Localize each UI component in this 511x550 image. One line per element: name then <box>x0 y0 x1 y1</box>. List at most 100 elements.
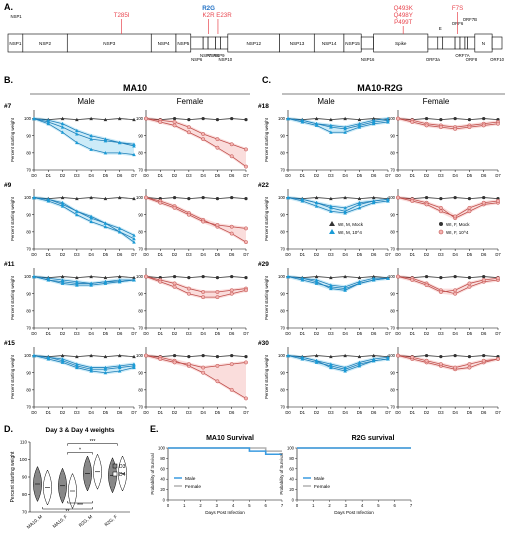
x-tick-label: D0 <box>285 410 291 415</box>
infected-marker <box>158 120 163 124</box>
infected-marker <box>144 195 148 200</box>
mock-marker <box>453 274 457 279</box>
x-tick-label: D2 <box>424 252 430 257</box>
infected-marker <box>438 362 443 367</box>
infected-marker <box>186 291 191 296</box>
infected-marker <box>300 276 305 280</box>
mock-marker <box>172 353 177 358</box>
infected-range-band <box>34 353 134 375</box>
infected-marker <box>46 120 51 124</box>
infected-marker <box>103 367 108 371</box>
gene-label: NSP12 <box>246 41 261 46</box>
weight-panel-ma10-female: 70 80 90 100 D0 D1 D2 D3 D4 D5 D6 D7 <box>136 347 249 415</box>
sex-label-ma10-male: Male <box>77 97 95 106</box>
infected-marker <box>215 295 220 300</box>
mock-marker <box>482 195 486 200</box>
x-tick-label: D3 <box>438 252 444 257</box>
y-tick-label: 100 <box>388 353 396 358</box>
infected-marker <box>244 396 248 401</box>
infected-range-band <box>288 274 388 292</box>
x-tick-label: D0 <box>31 331 37 336</box>
x-tick-label: D2 <box>172 331 178 336</box>
infected-marker <box>103 279 108 284</box>
infected-marker <box>343 130 347 134</box>
infected-marker <box>132 365 136 370</box>
infected-marker <box>424 358 429 363</box>
mock-marker <box>467 197 472 201</box>
infected-marker <box>89 133 93 138</box>
survival-line-male <box>168 447 282 456</box>
x-tick-label: D3 <box>74 173 80 178</box>
x-tick-label: D3 <box>74 331 80 336</box>
mock-marker <box>187 197 191 201</box>
x-tick-label: 4 <box>232 503 235 508</box>
x-tick-label: D2 <box>60 410 66 415</box>
infected-marker <box>60 200 65 205</box>
mock-marker <box>187 276 191 280</box>
y-axis-label: Percent starting weight <box>10 354 15 399</box>
weight-panel-r2g-male: #18 Percent starting weight 70 80 90 100 D0 D1 D… <box>258 103 391 178</box>
infected-series-line <box>33 355 135 368</box>
weight-panel-ma10-male: #7 Percent starting weight 70 80 90 100 D0 D1 D2… <box>4 103 137 178</box>
legend-r2g-female: WI, F, Mock WI, F, 10^4 <box>438 222 470 235</box>
infected-marker <box>343 127 347 131</box>
mock-marker <box>439 118 443 122</box>
mutation-label: T285I <box>114 12 130 19</box>
y-tick-label: 70 <box>138 247 143 252</box>
infected-marker <box>201 370 206 375</box>
infected-marker <box>186 212 191 217</box>
y-tick-label: 100 <box>19 457 27 462</box>
infected-marker <box>46 278 51 282</box>
legend-label: Female <box>185 484 201 490</box>
x-tick-label: D0 <box>285 173 291 178</box>
mock-marker <box>230 274 234 279</box>
infected-series-line <box>397 355 499 368</box>
infected-range-band <box>288 353 388 373</box>
mock-marker <box>230 353 234 358</box>
infected-marker <box>329 286 333 291</box>
x-tick-label: D7 <box>131 252 137 257</box>
x-tick-label: D4 <box>452 331 458 336</box>
x-tick-label: D7 <box>495 252 501 257</box>
x-tick-label: D4 <box>88 331 94 336</box>
gene-label: NSP2 <box>39 41 51 46</box>
mouse-line-label: #22 <box>258 182 269 189</box>
y-tick-label: 80 <box>390 150 395 155</box>
infected-marker <box>60 204 65 208</box>
y-tick-label: 70 <box>280 247 285 252</box>
infected-marker <box>201 132 206 136</box>
infected-marker <box>60 357 65 361</box>
infected-marker <box>329 204 333 208</box>
infected-marker <box>300 199 305 203</box>
infected-marker <box>89 283 93 287</box>
infected-marker <box>371 118 376 122</box>
infected-marker <box>89 214 93 218</box>
infected-marker <box>144 274 148 279</box>
genome-map: NSP1 NSP2 NSP3 NSP4 NSP5 NSP12 NSP13 NSP14 NSP15… <box>7 5 505 62</box>
legend-label: Female <box>314 484 330 490</box>
gene-label: NSP3 <box>103 41 115 46</box>
infected-marker <box>286 274 290 279</box>
mutation-label: K2R <box>203 12 216 19</box>
y-tick-label: 70 <box>26 247 31 252</box>
infected-marker <box>329 123 333 127</box>
x-tick-label: D0 <box>285 252 291 257</box>
x-tick-label: 3 <box>345 503 348 508</box>
infected-marker <box>172 120 177 124</box>
infected-marker <box>300 118 305 122</box>
mock-marker <box>482 116 486 121</box>
infected-marker <box>215 145 220 150</box>
infected-marker <box>481 200 486 205</box>
infected-marker <box>132 142 136 146</box>
infected-marker <box>75 212 79 217</box>
infected-marker <box>103 139 108 143</box>
panel-d-title: Day 3 & Day 4 weights <box>46 427 115 434</box>
gene-label: NSP4 <box>158 41 170 46</box>
mock-marker <box>357 117 362 122</box>
infected-series-line <box>397 197 499 219</box>
mock-marker <box>230 116 234 121</box>
y-tick-label: 90 <box>22 475 28 480</box>
infected-marker <box>286 353 290 358</box>
x-tick-label: D7 <box>131 173 137 178</box>
x-tick-label: D7 <box>385 173 391 178</box>
